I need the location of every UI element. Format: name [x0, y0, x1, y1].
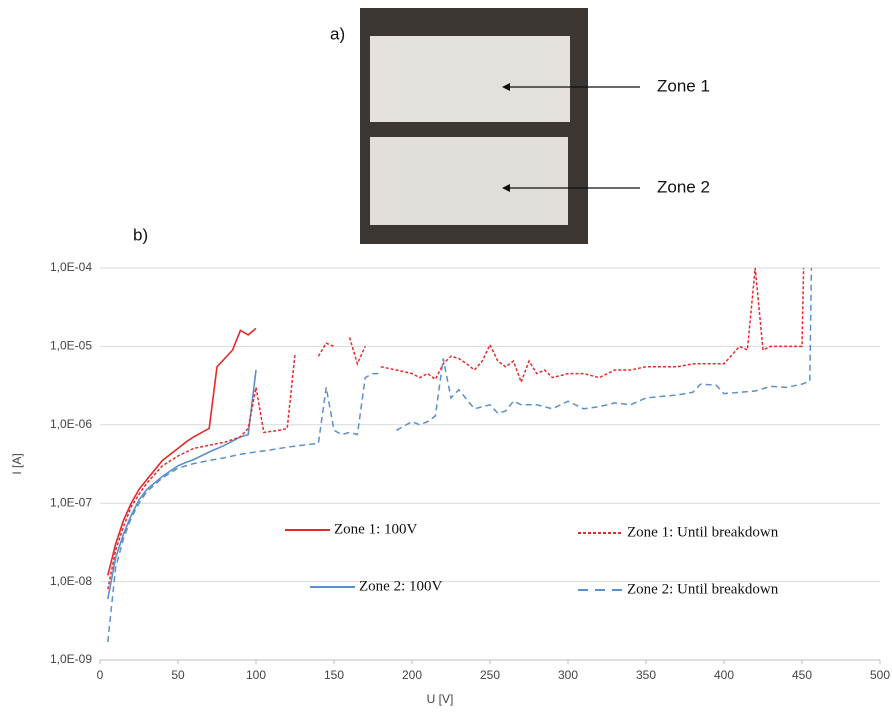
legend-label: Zone 2: 100V — [359, 578, 442, 594]
x-tick-label: 350 — [636, 668, 656, 682]
legend-label: Zone 1: 100V — [334, 521, 417, 537]
x-tick-label: 400 — [714, 668, 734, 682]
panel-label: a) — [330, 24, 345, 43]
zone-panel — [370, 36, 570, 122]
series-line — [107, 267, 813, 642]
x-tick-label: 150 — [324, 668, 344, 682]
photo — [360, 8, 640, 244]
series-line — [107, 369, 257, 600]
y-tick-label: 1,0E-06 — [50, 417, 92, 431]
y-axis-label: I [A] — [10, 453, 24, 474]
y-tick-label: 1,0E-07 — [50, 495, 92, 509]
y-tick-label: 1,0E-09 — [50, 652, 92, 666]
y-tick-label: 1,0E-05 — [50, 339, 92, 353]
x-tick-label: 50 — [171, 668, 185, 682]
x-tick-label: 500 — [870, 668, 890, 682]
x-tick-label: 250 — [480, 668, 500, 682]
x-tick-label: 0 — [97, 668, 104, 682]
x-tick-label: 300 — [558, 668, 578, 682]
y-tick-label: 1,0E-08 — [50, 574, 92, 588]
legend-label: Zone 2: Until breakdown — [627, 581, 779, 597]
x-tick-label: 200 — [402, 668, 422, 682]
series-line — [107, 327, 257, 576]
zone-label: Zone 2 — [657, 177, 710, 196]
zone-panel — [370, 137, 568, 225]
x-tick-label: 450 — [792, 668, 812, 682]
arrow-head — [502, 83, 510, 91]
y-tick-label: 1,0E-04 — [50, 260, 92, 274]
zone-label: Zone 1 — [657, 76, 710, 95]
series-line — [107, 267, 805, 590]
panel-label: b) — [133, 225, 148, 244]
x-axis-label: U [V] — [427, 692, 454, 706]
x-tick-label: 100 — [246, 668, 266, 682]
legend-label: Zone 1: Until breakdown — [627, 524, 779, 540]
arrow-head — [502, 184, 510, 192]
